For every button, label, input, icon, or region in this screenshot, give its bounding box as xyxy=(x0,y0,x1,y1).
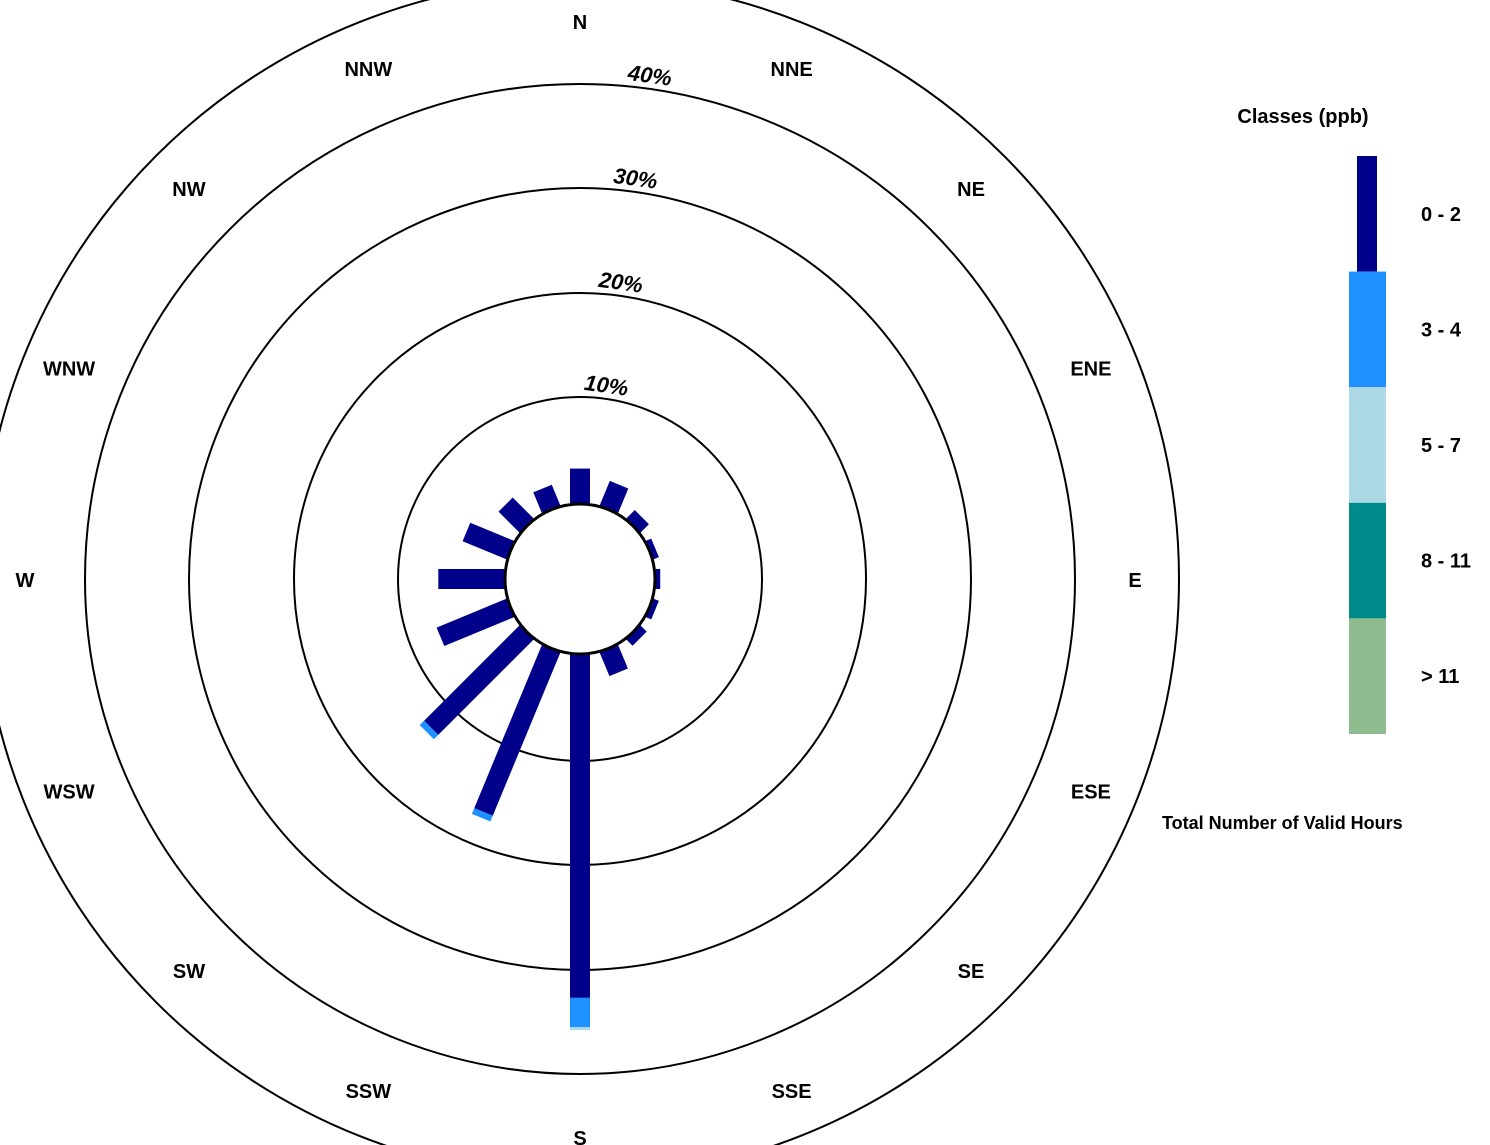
bar-segment-S-1 xyxy=(570,997,590,1028)
legend-swatch-4 xyxy=(1349,618,1386,734)
direction-label-NW: NW xyxy=(172,179,205,201)
direction-label-E: E xyxy=(1128,570,1141,592)
bar-ESE xyxy=(645,598,659,620)
legend-label-3: 8 - 11 xyxy=(1421,551,1471,573)
bar-segment-SSE-0 xyxy=(599,644,628,677)
bar-SSW xyxy=(471,644,561,822)
bar-segment-S-2 xyxy=(570,1027,590,1031)
direction-label-SE: SE xyxy=(958,961,985,983)
bar-WNW xyxy=(462,522,515,560)
direction-label-W: W xyxy=(16,570,35,592)
bar-NE xyxy=(625,510,649,534)
ring-labels: 10% 20% 30% 40% xyxy=(583,60,674,401)
bar-segment-SSW-1 xyxy=(471,808,493,822)
bar-SE xyxy=(625,624,647,646)
ring-label-10: 10% xyxy=(583,370,630,401)
legend-swatch-3 xyxy=(1349,502,1386,619)
bar-segment-WSW-0 xyxy=(436,598,515,647)
valid-hours-label: Total Number of Valid Hours xyxy=(1162,813,1403,833)
legend-label-4: > 11 xyxy=(1421,666,1459,688)
direction-label-WSW: WSW xyxy=(44,782,95,804)
ring-label-30: 30% xyxy=(612,163,659,194)
ring-40 xyxy=(84,83,1076,1075)
ring-label-40: 40% xyxy=(625,60,673,91)
direction-label-ESE: ESE xyxy=(1071,782,1111,804)
direction-label-SW: SW xyxy=(173,961,205,983)
bar-segment-NE-0 xyxy=(625,510,649,534)
bar-ENE xyxy=(645,538,659,560)
legend-swatch-1 xyxy=(1349,271,1386,388)
bar-segment-SSW-0 xyxy=(474,644,561,816)
direction-label-SSW: SSW xyxy=(346,1081,392,1103)
legend: Classes (ppb) 0 - 2 3 - 4 5 - 7 8 - 11 > 11 xyxy=(1237,106,1471,734)
direction-label-SSE: SSE xyxy=(772,1081,812,1103)
legend-label-0: 0 - 2 xyxy=(1421,204,1461,226)
direction-label-NNW: NNW xyxy=(344,59,392,81)
bar-segment-ESE-0 xyxy=(645,598,659,620)
ring-label-20: 20% xyxy=(596,267,644,298)
bar-segment-W-0 xyxy=(438,569,506,589)
bar-segment-N-0 xyxy=(570,468,590,504)
calm-circle xyxy=(503,502,657,656)
outer-ring xyxy=(0,0,1180,1145)
bar-NNW xyxy=(533,484,561,514)
direction-label-WNW: WNW xyxy=(43,358,95,380)
bar-NW xyxy=(498,497,535,534)
bar-segment-WNW-0 xyxy=(462,522,515,560)
direction-label-NE: NE xyxy=(957,179,985,201)
bar-SW xyxy=(419,624,535,740)
bar-N xyxy=(570,468,590,504)
direction-label-S: S xyxy=(573,1128,586,1145)
bar-segment-ENE-0 xyxy=(645,538,659,560)
bar-S xyxy=(570,654,590,1031)
direction-label-NNE: NNE xyxy=(771,59,813,81)
legend-swatch-0 xyxy=(1357,156,1377,272)
bar-segment-NNW-0 xyxy=(533,484,561,514)
bar-segment-SW-1 xyxy=(419,720,439,740)
legend-swatch-2 xyxy=(1349,387,1386,503)
bar-NNE xyxy=(599,480,629,514)
direction-label-N: N xyxy=(573,12,587,34)
bar-SSE xyxy=(599,644,628,677)
bar-segment-S-0 xyxy=(570,654,590,998)
legend-label-2: 5 - 7 xyxy=(1421,435,1461,457)
bar-W xyxy=(438,569,506,589)
legend-title: Classes (ppb) xyxy=(1237,106,1368,128)
bar-segment-SW-0 xyxy=(424,624,535,735)
wind-rose-bars xyxy=(419,468,661,1031)
direction-label-ENE: ENE xyxy=(1070,358,1111,380)
bar-WSW xyxy=(436,598,515,647)
direction-labels: N NNE NE ENE E ESE SE SSE S SSW SW WSW W WNW NW NNW xyxy=(16,12,1142,1145)
bar-segment-NW-0 xyxy=(498,497,535,534)
bar-segment-SE-0 xyxy=(625,624,647,646)
legend-label-1: 3 - 4 xyxy=(1421,319,1462,341)
bar-segment-NNE-0 xyxy=(599,480,629,514)
